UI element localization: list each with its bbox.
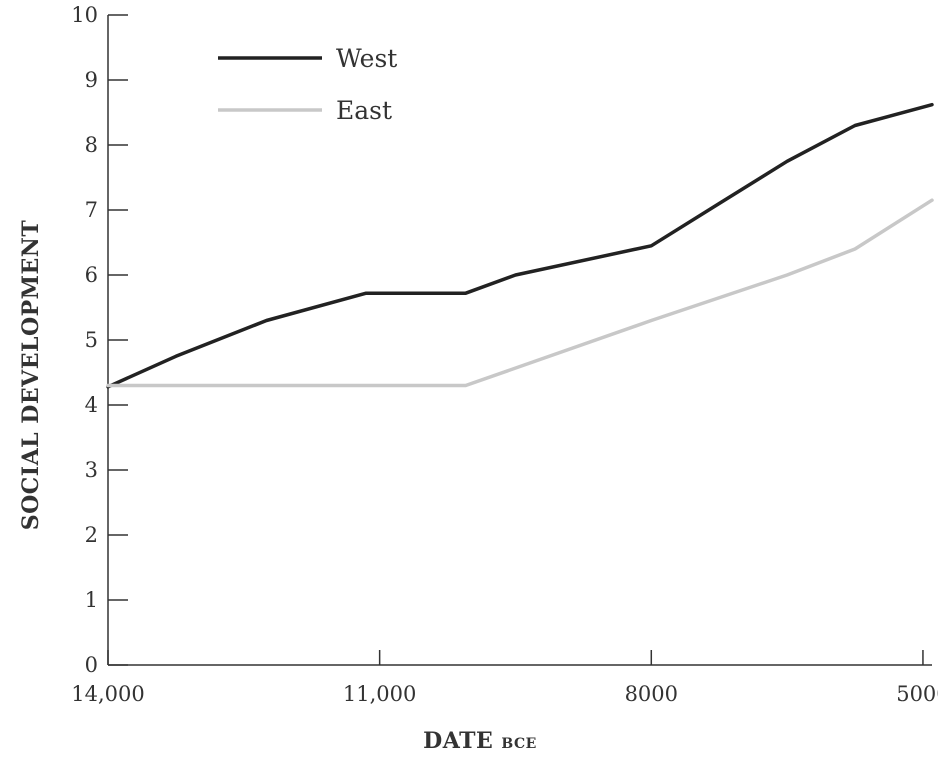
- y-tick-label: 4: [85, 393, 98, 417]
- series-lines: [106, 102, 934, 389]
- axes: 0 1 2 3 4 5 6 7 8 9 10 14,000 11,000 8000 5000: [71, 3, 938, 706]
- legend-label-east: East: [336, 96, 392, 125]
- x-axis-title-suffix: BCE: [501, 736, 536, 752]
- axis-titles: SOCIAL DEVELOPMENT DATE BCE: [18, 220, 537, 754]
- x-tick-label: 11,000: [343, 682, 416, 706]
- y-tick-label: 0: [85, 653, 98, 677]
- legend-label-west: West: [336, 44, 397, 73]
- y-tick-label: 10: [71, 3, 98, 27]
- y-tick-label: 7: [85, 198, 98, 222]
- y-tick-label: 1: [85, 588, 98, 612]
- y-tick-label: 3: [85, 458, 98, 482]
- legend: West East: [218, 44, 397, 125]
- series-line-east: [106, 198, 934, 388]
- y-tick-label: 6: [85, 263, 98, 287]
- x-tick-label: 8000: [625, 682, 678, 706]
- y-tick-label: 2: [85, 523, 98, 547]
- x-axis-title: DATE BCE: [423, 728, 537, 754]
- series-line-west: [106, 102, 934, 389]
- x-tick-label: 5000: [896, 682, 938, 706]
- y-tick-label: 8: [85, 133, 98, 157]
- y-axis-title: SOCIAL DEVELOPMENT: [18, 220, 44, 531]
- y-tick-label: 5: [85, 328, 98, 352]
- x-tick-label: 14,000: [71, 682, 144, 706]
- y-tick-label: 9: [85, 68, 98, 92]
- x-axis-title-main: DATE: [423, 728, 501, 754]
